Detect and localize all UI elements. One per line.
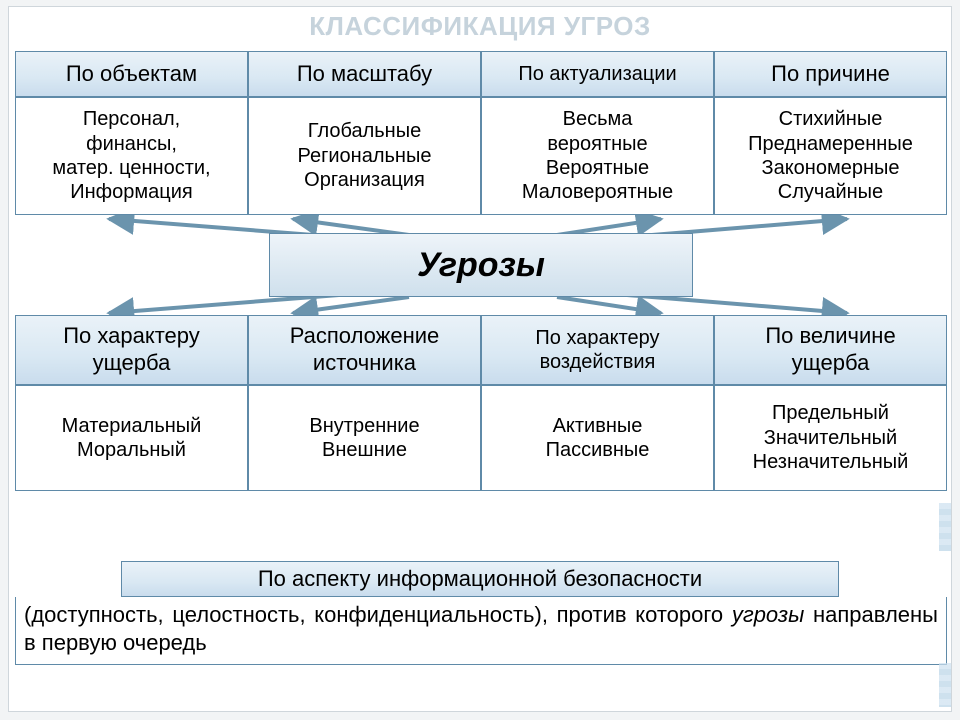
top-body-2: ВесьмавероятныеВероятныеМаловероятные xyxy=(481,97,714,215)
top-body-3: СтихийныеПреднамеренныеЗакономерныеСлуча… xyxy=(714,97,947,215)
aspect-body-italic: угрозы xyxy=(732,602,805,627)
bot-body-3: ПредельныйЗначительныйНезначительный xyxy=(714,385,947,491)
aspect-body-prefix: (доступность, целостность, конфиденциаль… xyxy=(24,602,732,627)
bot-head-1: Расположениеисточника xyxy=(248,315,481,385)
top-head-0: По объектам xyxy=(15,51,248,97)
aspect-body: (доступность, целостность, конфиденциаль… xyxy=(15,597,947,665)
aspect-header: По аспекту информационной безопасности xyxy=(121,561,839,597)
center-threats-label: Угрозы xyxy=(417,246,545,285)
top-body-0: Персонал,финансы,матер. ценности,Информа… xyxy=(15,97,248,215)
slide-title: КЛАССИФИКАЦИЯ УГРОЗ xyxy=(9,11,951,42)
bot-head-3: По величинеущерба xyxy=(714,315,947,385)
bot-head-0: По характеруущерба xyxy=(15,315,248,385)
bot-body-1: ВнутренниеВнешние xyxy=(248,385,481,491)
right-accent-bar xyxy=(939,663,951,707)
top-head-2: По актуализации xyxy=(481,51,714,97)
bot-head-2: По характерувоздействия xyxy=(481,315,714,385)
bot-body-2: АктивныеПассивные xyxy=(481,385,714,491)
aspect-header-label: По аспекту информационной безопасности xyxy=(258,566,702,592)
top-body-1: ГлобальныеРегиональныеОрганизация xyxy=(248,97,481,215)
bot-body-0: МатериальныйМоральный xyxy=(15,385,248,491)
top-head-3: По причине xyxy=(714,51,947,97)
center-threats-box: Угрозы xyxy=(269,233,693,297)
slide-frame: КЛАССИФИКАЦИЯ УГРОЗ Угрозы По объектамПе… xyxy=(8,6,952,712)
right-accent-bar xyxy=(939,503,951,551)
top-head-1: По масштабу xyxy=(248,51,481,97)
